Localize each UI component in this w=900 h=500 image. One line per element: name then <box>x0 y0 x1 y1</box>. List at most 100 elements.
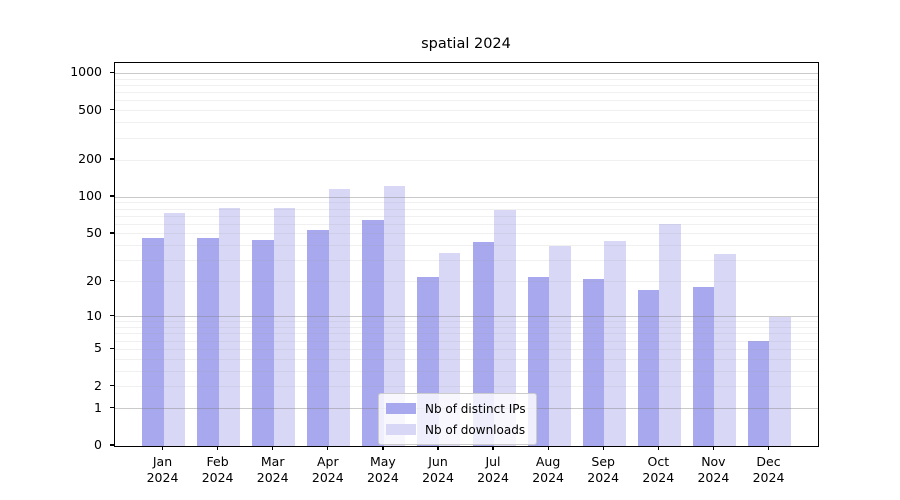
y-tick-mark <box>110 406 114 409</box>
y-tick-label: 2 <box>94 377 102 393</box>
plot-area: Nb of distinct IPs Nb of downloads <box>114 62 819 447</box>
x-tick-label: Oct 2024 <box>626 454 690 486</box>
month-label: Oct <box>647 454 670 469</box>
y-tick-mark <box>110 315 114 317</box>
month-label: Dec <box>756 454 781 469</box>
gridline-minor <box>115 122 818 124</box>
bar-nb-of-downloads-nov <box>714 254 736 446</box>
year-label: 2024 <box>587 470 620 485</box>
bar-nb-of-downloads-aug <box>549 245 571 446</box>
month-label: Jul <box>485 454 501 469</box>
y-tick-mark <box>110 71 114 73</box>
bar-nb-of-downloads-jan <box>163 213 186 446</box>
legend: Nb of distinct IPs Nb of downloads <box>378 393 537 445</box>
x-tick-mark <box>657 446 659 450</box>
x-tick-mark <box>217 446 219 450</box>
month-label: Mar <box>260 454 285 469</box>
bar-nb-of-downloads-feb <box>218 207 241 446</box>
y-tick-label: 50 <box>86 224 102 240</box>
y-tick-mark <box>110 347 114 349</box>
x-tick-label: May 2024 <box>351 454 415 486</box>
x-tick-mark <box>161 446 164 450</box>
x-tick-label: Aug 2024 <box>516 454 580 486</box>
year-label: 2024 <box>201 470 234 485</box>
y-tick-mark <box>110 280 114 282</box>
year-label: 2024 <box>146 470 179 485</box>
gridline-minor <box>115 84 818 86</box>
month-label: Apr <box>316 454 339 469</box>
y-tick-label: 0 <box>94 437 102 452</box>
bar-nb-of-distinct-ips-mar <box>252 239 274 446</box>
x-tick-mark <box>492 446 494 450</box>
x-tick-mark <box>272 446 274 450</box>
legend-item-downloads: Nb of downloads <box>386 419 526 440</box>
gridline-minor <box>115 100 818 102</box>
bar-nb-of-downloads-oct <box>659 224 681 446</box>
month-label: Nov <box>701 454 726 469</box>
x-tick-label: Apr 2024 <box>296 454 360 486</box>
x-axis: Jan 2024 Feb 2024 Mar 2024 Apr 2024 May 2024 Jun 20… <box>114 446 817 498</box>
month-label: Feb <box>206 454 229 469</box>
bar-nb-of-distinct-ips-jan <box>142 238 164 446</box>
gridline-minor <box>115 159 818 161</box>
x-tick-label: Jul 2024 <box>461 454 525 486</box>
x-tick-label: Jan 2024 <box>131 454 195 486</box>
gridline-minor <box>115 78 818 80</box>
y-axis: 0 1 2 5 10 20 50 100 200 500 1000 <box>0 62 114 452</box>
year-label: 2024 <box>422 470 454 485</box>
y-tick-mark <box>110 195 114 197</box>
x-tick-mark <box>547 446 549 450</box>
bar-nb-of-distinct-ips-feb <box>197 238 219 446</box>
y-tick-mark <box>110 385 114 387</box>
x-tick-mark <box>437 446 439 450</box>
y-tick-mark <box>110 444 114 446</box>
bar-nb-of-distinct-ips-sep <box>582 279 605 446</box>
x-tick-mark <box>602 446 604 450</box>
year-label: 2024 <box>366 470 399 485</box>
y-tick-mark <box>110 158 114 160</box>
x-tick-label: Sep 2024 <box>571 454 635 486</box>
bar-nb-of-downloads-mar <box>273 208 296 446</box>
x-tick-mark <box>712 446 715 450</box>
x-tick-mark <box>327 446 329 450</box>
bar-nb-of-downloads-sep <box>604 240 626 446</box>
year-label: 2024 <box>532 470 564 485</box>
month-label: May <box>369 454 396 469</box>
x-tick-label: Dec 2024 <box>737 454 801 486</box>
gridline-minor <box>115 202 818 204</box>
year-label: 2024 <box>311 470 344 485</box>
y-tick-mark <box>110 232 114 234</box>
x-tick-mark <box>767 446 770 450</box>
legend-label-downloads: Nb of downloads <box>425 422 526 437</box>
y-tick-label: 1 <box>94 399 102 415</box>
gridline-major <box>115 72 818 74</box>
bar-nb-of-downloads-dec <box>769 316 791 446</box>
month-label: Jan <box>152 454 173 469</box>
y-tick-label: 500 <box>78 101 102 117</box>
year-label: 2024 <box>642 470 675 485</box>
y-tick-label: 10 <box>86 307 102 323</box>
gridline-minor <box>115 110 818 112</box>
y-tick-label: 200 <box>78 151 102 166</box>
legend-swatch-downloads-icon <box>386 424 416 435</box>
gridline-minor <box>115 92 818 94</box>
legend-item-distinct-ips: Nb of distinct IPs <box>386 398 526 419</box>
x-tick-label: Nov 2024 <box>681 454 745 486</box>
x-tick-mark <box>382 446 384 450</box>
bar-nb-of-distinct-ips-apr <box>307 229 329 446</box>
month-label: Sep <box>591 454 615 469</box>
bar-nb-of-downloads-may <box>383 186 406 446</box>
gridline-minor <box>115 137 818 139</box>
legend-swatch-distinct-ips-icon <box>386 403 416 414</box>
bar-nb-of-distinct-ips-dec <box>747 341 770 446</box>
x-tick-label: Feb 2024 <box>186 454 250 486</box>
gridline-major <box>115 196 818 198</box>
y-tick-label: 1000 <box>70 64 102 80</box>
y-tick-mark <box>110 109 114 111</box>
bar-nb-of-downloads-jul <box>494 210 516 446</box>
bar-nb-of-distinct-ips-nov <box>692 287 715 446</box>
year-label: 2024 <box>256 470 289 485</box>
x-tick-label: Mar 2024 <box>241 454 305 486</box>
bar-nb-of-downloads-apr <box>328 189 351 446</box>
